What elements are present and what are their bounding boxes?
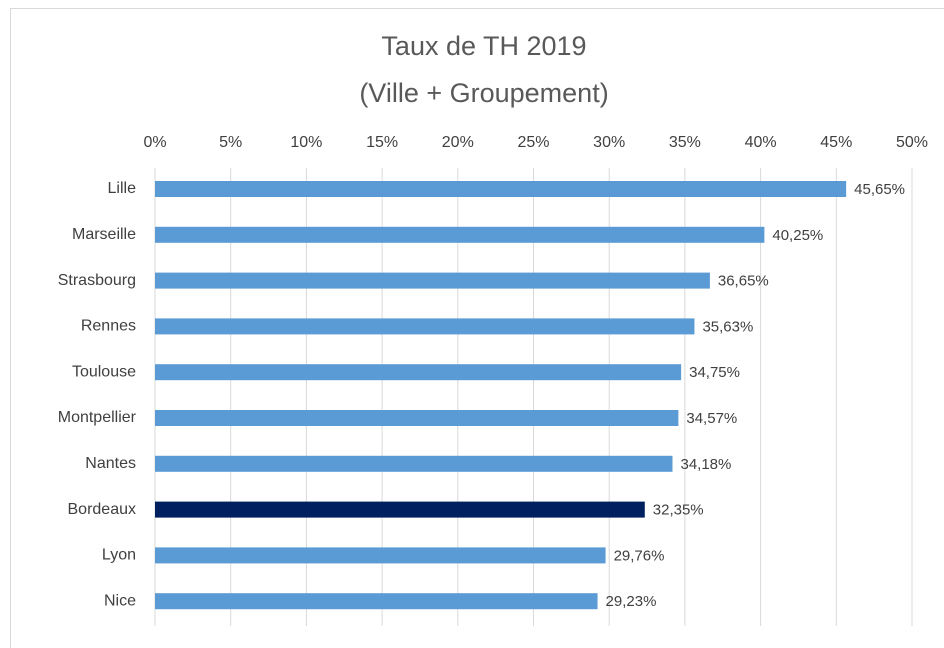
x-tick-label: 0% <box>143 134 166 151</box>
bar <box>155 547 606 564</box>
x-tick-label: 45% <box>820 134 852 151</box>
bar <box>155 226 765 243</box>
y-tick-label: Marseille <box>72 226 136 243</box>
y-tick-label: Nice <box>104 592 136 609</box>
y-tick-label: Rennes <box>81 318 136 335</box>
bar <box>155 410 679 426</box>
x-tick-label: 15% <box>366 134 398 151</box>
bar <box>155 364 682 381</box>
value-label: 40,25% <box>772 227 823 244</box>
chart-title: Taux de TH 2019 <box>381 31 586 61</box>
x-tick-label: 50% <box>896 134 928 151</box>
value-label: 32,35% <box>653 502 704 519</box>
value-label: 34,18% <box>680 456 731 473</box>
value-label: 34,57% <box>686 410 737 427</box>
bar <box>155 318 695 335</box>
value-label: 29,76% <box>614 547 665 564</box>
x-tick-label: 35% <box>669 134 701 151</box>
y-tick-label: Bordeaux <box>68 501 137 518</box>
x-tick-label: 10% <box>290 134 322 151</box>
bar <box>155 501 645 518</box>
y-tick-label: Montpellier <box>58 409 137 426</box>
x-tick-label: 25% <box>517 134 549 151</box>
y-tick-label: Lille <box>108 180 137 197</box>
y-tick-label: Lyon <box>102 547 136 564</box>
chart-subtitle: (Ville + Groupement) <box>359 78 608 108</box>
x-tick-label: 5% <box>219 134 242 151</box>
bar <box>155 593 598 610</box>
bar <box>155 455 673 472</box>
bar <box>155 272 710 289</box>
bar <box>155 181 847 197</box>
y-tick-label: Strasbourg <box>58 272 136 289</box>
y-tick-label: Nantes <box>85 455 136 472</box>
y-tick-label: Toulouse <box>72 363 136 380</box>
value-label: 35,63% <box>702 318 753 335</box>
value-label: 45,65% <box>854 181 905 198</box>
x-tick-label: 40% <box>745 134 777 151</box>
x-tick-label: 30% <box>593 134 625 151</box>
value-label: 29,23% <box>606 593 657 610</box>
x-tick-label: 20% <box>442 134 474 151</box>
value-label: 36,65% <box>718 273 769 290</box>
value-label: 34,75% <box>689 364 740 381</box>
